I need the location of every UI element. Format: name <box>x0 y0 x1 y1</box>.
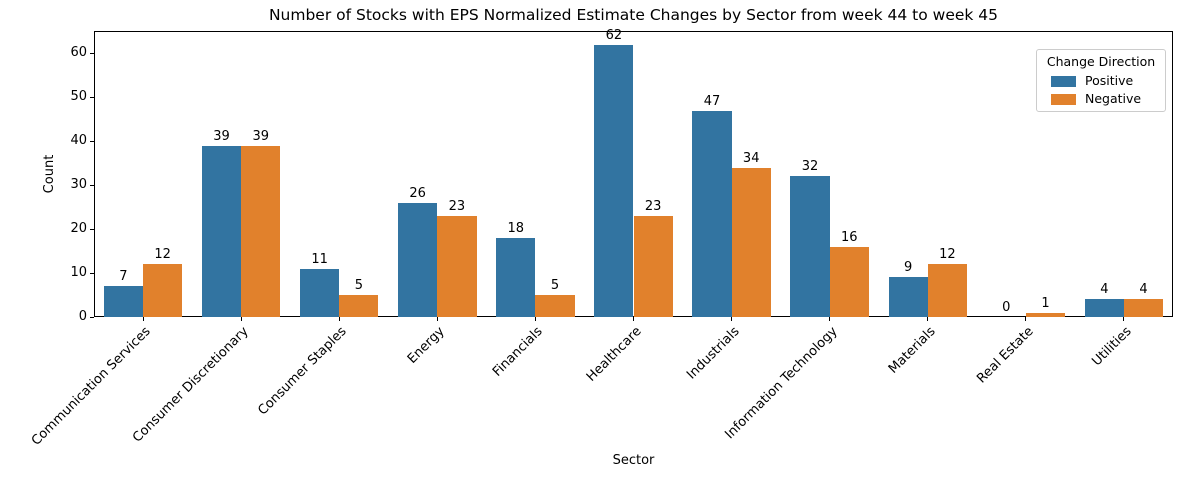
y-tick-mark <box>90 272 94 274</box>
bar-positive-0 <box>103 286 144 317</box>
x-axis-label: Sector <box>612 453 655 468</box>
bar-positive-4 <box>496 237 536 317</box>
bar-value-label: 9 <box>904 260 913 276</box>
y-tick-mark <box>90 316 94 318</box>
bar-value-label: 5 <box>354 278 363 294</box>
bar-positive-10 <box>1084 299 1124 317</box>
bar-value-label: 62 <box>605 27 623 43</box>
y-tick-label: 20 <box>70 221 87 237</box>
x-tick-mark <box>534 317 536 321</box>
legend-label-positive: Positive <box>1085 73 1134 88</box>
bar-value-label: 11 <box>311 251 328 267</box>
y-tick-label: 40 <box>70 133 87 149</box>
bar-negative-5 <box>633 215 673 317</box>
bar-value-label: 23 <box>644 198 662 214</box>
x-tick-mark <box>927 317 929 321</box>
bar-value-label: 1 <box>1041 295 1050 311</box>
bar-negative-0 <box>143 264 183 317</box>
x-tick-mark <box>829 317 831 321</box>
legend-item-negative: Negative <box>1042 92 1160 106</box>
x-tick-mark <box>338 317 340 321</box>
bar-negative-7 <box>829 246 869 317</box>
bar-value-label: 39 <box>213 128 230 144</box>
bar-value-label: 34 <box>742 150 760 166</box>
bar-negative-6 <box>731 167 771 317</box>
legend: Change Direction Positive Negative <box>1036 49 1166 112</box>
bar-negative-1 <box>241 145 281 317</box>
bar-value-label: 23 <box>448 198 466 214</box>
legend-swatch-positive <box>1051 75 1076 87</box>
bar-value-label: 47 <box>703 93 721 109</box>
bar-value-label: 39 <box>252 128 270 144</box>
bar-positive-3 <box>398 202 438 317</box>
x-tick-mark <box>240 317 242 321</box>
x-tick-mark <box>1123 317 1125 321</box>
y-tick-mark <box>90 228 94 230</box>
bar-value-label: 18 <box>507 220 525 236</box>
legend-title: Change Direction <box>1046 54 1156 69</box>
bar-value-label: 7 <box>119 269 128 285</box>
x-tick-mark <box>633 317 634 321</box>
bar-value-label: 12 <box>154 247 171 263</box>
y-tick-label: 60 <box>70 45 87 61</box>
x-tick-mark <box>731 317 733 321</box>
bar-negative-3 <box>437 215 477 317</box>
bar-positive-1 <box>201 145 242 317</box>
bar-value-label: 4 <box>1139 282 1148 298</box>
bar-negative-9 <box>1025 312 1066 317</box>
x-tick-mark <box>1025 317 1027 321</box>
y-axis-label: Count <box>42 154 57 194</box>
x-tick-mark <box>142 317 144 321</box>
chart-title: Number of Stocks with EPS Normalized Est… <box>268 6 999 24</box>
bar-value-label: 16 <box>841 229 858 245</box>
x-tick-mark <box>436 317 438 321</box>
bar-value-label: 5 <box>550 278 560 294</box>
y-tick-mark <box>90 52 94 54</box>
y-tick-mark <box>90 96 94 98</box>
y-tick-label: 10 <box>70 265 87 281</box>
bar-positive-2 <box>299 268 340 317</box>
y-tick-label: 0 <box>78 309 87 324</box>
legend-label-negative: Negative <box>1085 91 1142 106</box>
bar-value-label: 32 <box>801 159 819 175</box>
bar-negative-4 <box>535 295 575 317</box>
bar-value-label: 12 <box>939 247 956 263</box>
bar-positive-7 <box>790 176 830 317</box>
bar-negative-2 <box>339 295 379 317</box>
bar-value-label: 26 <box>409 185 426 201</box>
bar-positive-5 <box>594 44 634 317</box>
y-tick-mark <box>90 140 94 142</box>
legend-item-positive: Positive <box>1042 74 1160 88</box>
y-tick-label: 30 <box>70 177 87 193</box>
bar-value-label: 0 <box>1002 300 1011 315</box>
y-tick-label: 50 <box>70 89 87 105</box>
bar-positive-6 <box>692 110 732 317</box>
y-tick-mark <box>90 184 94 186</box>
bar-negative-8 <box>927 264 967 317</box>
legend-swatch-negative <box>1051 93 1076 105</box>
bar-value-label: 4 <box>1100 282 1109 298</box>
bar-positive-8 <box>888 277 928 317</box>
bar-negative-10 <box>1123 299 1164 317</box>
